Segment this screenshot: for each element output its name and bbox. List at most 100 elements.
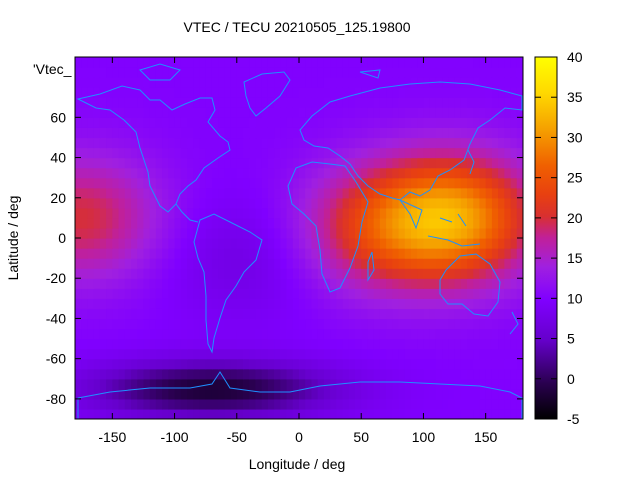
heatmap-cell (467, 358, 474, 370)
heatmap-cell (498, 207, 505, 219)
heatmap-cell (224, 308, 232, 320)
heatmap-cell (442, 238, 449, 249)
heatmap-cell (348, 338, 356, 350)
heatmap-cell (442, 197, 449, 209)
heatmap-cell (211, 157, 219, 169)
heatmap-cell (373, 87, 381, 98)
heatmap-cell (299, 187, 306, 199)
heatmap-cell (211, 258, 219, 269)
heatmap-cell (162, 157, 169, 169)
heatmap-cell (429, 398, 437, 410)
heatmap-cell (367, 348, 375, 360)
heatmap-cell (106, 288, 113, 299)
heatmap-cell (236, 197, 244, 209)
heatmap-cell (392, 378, 400, 390)
heatmap-cell (131, 187, 138, 199)
heatmap-cell (168, 187, 176, 199)
heatmap-cell (442, 358, 449, 370)
heatmap-cell (81, 288, 89, 299)
heatmap-cell (510, 358, 518, 370)
heatmap-cell (205, 368, 213, 380)
heatmap-cell (143, 238, 151, 249)
heatmap-cell (162, 278, 169, 289)
y-tick-label: -80 (46, 391, 66, 407)
heatmap-cell (317, 107, 325, 118)
heatmap-cell (255, 338, 263, 350)
heatmap-cell (99, 378, 107, 390)
heatmap-cell (292, 167, 300, 179)
heatmap-cell (230, 258, 238, 269)
heatmap-cell (417, 157, 425, 169)
heatmap-cell (230, 67, 238, 78)
heatmap-cell (106, 328, 113, 340)
heatmap-cell (498, 278, 505, 289)
heatmap-cell (417, 147, 425, 159)
heatmap-cell (131, 127, 138, 139)
heatmap-cell (118, 137, 126, 149)
heatmap-cell (187, 318, 194, 330)
heatmap-cell (404, 107, 412, 118)
heatmap-cell (87, 248, 95, 259)
heatmap-cell (87, 207, 95, 219)
heatmap-cell (211, 278, 219, 289)
heatmap-cell (274, 348, 281, 360)
heatmap-cell (411, 187, 418, 199)
heatmap-cell (187, 238, 194, 249)
heatmap-cell (423, 107, 431, 118)
heatmap-cell (311, 77, 319, 88)
heatmap-cell (442, 388, 449, 400)
heatmap-cell (398, 147, 406, 159)
heatmap-cell (162, 308, 169, 320)
heatmap-cell (311, 258, 319, 269)
heatmap-cell (423, 348, 431, 360)
heatmap-cell (448, 187, 456, 199)
heatmap-cell (255, 348, 263, 360)
heatmap-cell (373, 328, 381, 340)
heatmap-cell (124, 268, 132, 279)
heatmap-cell (155, 127, 163, 139)
heatmap-cell (317, 197, 325, 209)
heatmap-cell (386, 197, 393, 209)
heatmap-cell (174, 107, 182, 118)
heatmap-cell (498, 157, 505, 169)
heatmap-cell (448, 207, 456, 219)
heatmap-cell (218, 57, 225, 68)
heatmap-cell (485, 67, 493, 78)
heatmap-cell (454, 147, 462, 159)
heatmap-cell (311, 278, 319, 289)
heatmap-cell (423, 258, 431, 269)
heatmap-cell (180, 127, 188, 139)
heatmap-cell (99, 67, 107, 78)
heatmap-cell (379, 348, 387, 360)
heatmap-cell (516, 67, 523, 78)
heatmap-cell (106, 227, 113, 239)
heatmap-cell (392, 388, 400, 400)
heatmap-cell (417, 248, 425, 259)
heatmap-cell (93, 408, 101, 419)
heatmap-cell (367, 238, 375, 249)
heatmap-cell (112, 117, 120, 128)
heatmap-cell (112, 77, 120, 88)
heatmap-cell (485, 318, 493, 330)
heatmap-cell (373, 278, 381, 289)
heatmap-cell (479, 348, 487, 360)
heatmap-cell (292, 197, 300, 209)
heatmap-cell (305, 368, 313, 380)
heatmap-cell (274, 127, 281, 139)
heatmap-cell (460, 57, 468, 68)
heatmap-cell (448, 97, 456, 108)
heatmap-cell (255, 298, 263, 309)
heatmap-cell (292, 117, 300, 128)
heatmap-cell (106, 358, 113, 370)
heatmap-cell (230, 97, 238, 108)
heatmap-cell (392, 77, 400, 88)
heatmap-cell (99, 238, 107, 249)
heatmap-cell (448, 368, 456, 380)
heatmap-cell (168, 368, 176, 380)
heatmap-cell (417, 378, 425, 390)
heatmap-cell (373, 368, 381, 380)
heatmap-cell (498, 57, 505, 68)
heatmap-cell (323, 107, 331, 118)
heatmap-cell (411, 408, 418, 419)
heatmap-cell (106, 187, 113, 199)
